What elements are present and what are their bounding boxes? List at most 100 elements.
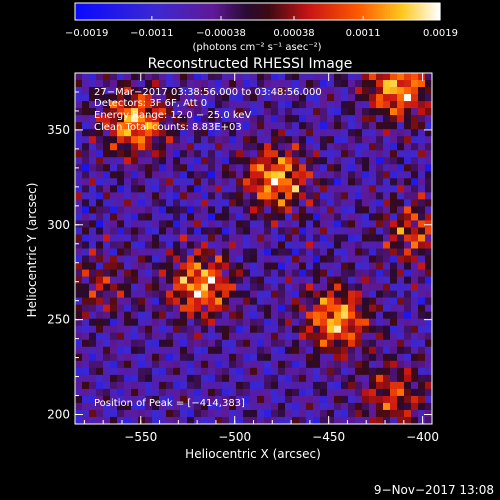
heatmap-cell: [313, 395, 321, 404]
heatmap-cell: [243, 332, 251, 341]
heatmap-cell: [89, 409, 97, 418]
heatmap-cell: [334, 409, 342, 418]
heatmap-cell: [341, 171, 349, 179]
heatmap-cell: [348, 108, 356, 116]
heatmap-cell: [404, 136, 412, 144]
heatmap-cell: [110, 353, 118, 362]
heatmap-cell: [166, 241, 174, 249]
heatmap-cell: [145, 143, 153, 151]
heatmap-cell: [236, 185, 244, 193]
heatmap-cell: [131, 143, 139, 151]
heatmap-cell: [285, 276, 293, 284]
heatmap-cell: [306, 220, 314, 228]
heatmap-cell: [117, 143, 125, 151]
heatmap-cell: [89, 143, 97, 151]
heatmap-cell: [208, 241, 216, 249]
heatmap-cell: [243, 122, 251, 130]
heatmap-cell: [145, 206, 153, 214]
heatmap-cell: [243, 374, 251, 383]
heatmap-cell: [180, 381, 188, 390]
heatmap-cell: [89, 304, 97, 313]
heatmap-cell: [96, 108, 104, 116]
heatmap-cell: [201, 311, 209, 320]
heatmap-cell: [89, 416, 97, 425]
heatmap-cell: [271, 297, 279, 306]
heatmap-cell: [215, 80, 223, 88]
heatmap-cell: [208, 388, 216, 397]
colorbar-cell: [197, 3, 201, 20]
heatmap-cell: [138, 297, 146, 306]
heatmap-cell: [348, 402, 356, 411]
heatmap-cell: [229, 402, 237, 411]
heatmap-cell: [89, 262, 97, 270]
heatmap-cell: [348, 185, 356, 193]
heatmap-cell: [320, 227, 328, 235]
heatmap-cell: [369, 73, 377, 81]
heatmap-cell: [215, 220, 223, 228]
heatmap-cell: [383, 213, 391, 221]
heatmap-cell: [397, 311, 405, 320]
heatmap-cell: [313, 94, 321, 102]
heatmap-cell: [173, 171, 181, 179]
heatmap-cell: [159, 402, 167, 411]
heatmap-cell: [369, 360, 377, 369]
heatmap-cell: [355, 255, 363, 263]
heatmap-cell: [208, 220, 216, 228]
heatmap-cell: [131, 122, 139, 130]
heatmap-cell: [376, 346, 384, 355]
colorbar-cell: [227, 3, 231, 20]
heatmap-cell: [257, 213, 265, 221]
colorbar-cell: [425, 3, 429, 20]
heatmap-cell: [166, 227, 174, 235]
heatmap-cell: [264, 157, 272, 165]
heatmap-cell: [313, 325, 321, 334]
heatmap-cell: [96, 157, 104, 165]
heatmap-cell: [236, 171, 244, 179]
heatmap-cell: [362, 108, 370, 116]
heatmap-cell: [257, 164, 265, 172]
heatmap-cell: [411, 402, 419, 411]
heatmap-cell: [390, 143, 398, 151]
heatmap-cell: [418, 122, 426, 130]
heatmap-cell: [271, 262, 279, 270]
heatmap-cell: [397, 150, 405, 158]
heatmap-cell: [117, 353, 125, 362]
heatmap-cell: [271, 171, 279, 179]
heatmap-cell: [306, 353, 314, 362]
heatmap-cell: [425, 409, 433, 418]
heatmap-cell: [222, 234, 230, 242]
heatmap-cell: [215, 332, 223, 341]
heatmap-cell: [271, 206, 279, 214]
heatmap-cell: [215, 402, 223, 411]
heatmap-cell: [124, 241, 132, 249]
heatmap-cell: [320, 332, 328, 341]
heatmap-cell: [348, 213, 356, 221]
heatmap-cell: [180, 304, 188, 313]
heatmap-cell: [152, 220, 160, 228]
heatmap-cell: [152, 339, 160, 348]
heatmap-cell: [397, 409, 405, 418]
heatmap-cell: [313, 108, 321, 116]
heatmap-cell: [334, 150, 342, 158]
heatmap-cell: [96, 101, 104, 109]
colorbar-cell: [80, 3, 84, 20]
heatmap-cell: [117, 311, 125, 320]
heatmap-cell: [117, 171, 125, 179]
heatmap-cell: [362, 80, 370, 88]
heatmap-cell: [138, 374, 146, 383]
heatmap-cell: [159, 171, 167, 179]
heatmap-cell: [159, 374, 167, 383]
heatmap-cell: [299, 290, 307, 299]
heatmap-cell: [292, 353, 300, 362]
heatmap-cell: [243, 101, 251, 109]
heatmap-cell: [383, 325, 391, 334]
heatmap-cell: [201, 199, 209, 207]
heatmap-cell: [257, 325, 265, 334]
heatmap-cell: [348, 241, 356, 249]
heatmap-cell: [173, 332, 181, 341]
heatmap-cell: [208, 192, 216, 200]
heatmap-cell: [173, 353, 181, 362]
heatmap-cell: [285, 255, 293, 263]
heatmap-cell: [411, 136, 419, 144]
heatmap-cell: [271, 157, 279, 165]
